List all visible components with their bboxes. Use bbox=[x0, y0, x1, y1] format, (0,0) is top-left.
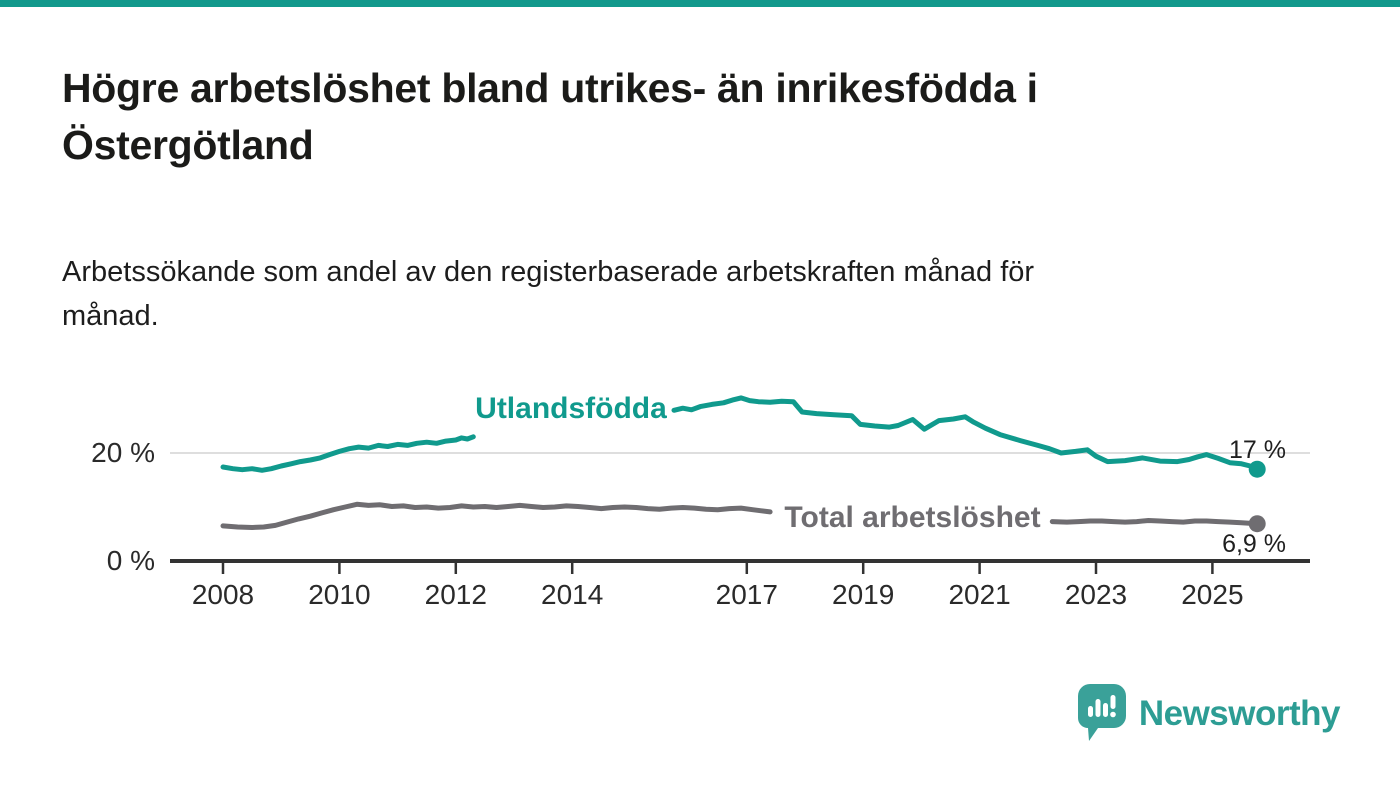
newsworthy-bubble-icon bbox=[1077, 684, 1126, 741]
x-tick-label: 2012 bbox=[424, 579, 487, 610]
x-tick-label: 2021 bbox=[948, 579, 1011, 610]
series-label-total-arbetsloshet: Total arbetslöshet bbox=[784, 501, 1041, 534]
series-end-dot bbox=[1248, 515, 1266, 533]
end-value-label-total: 6,9 % bbox=[1222, 530, 1286, 558]
y-tick-label: 20 % bbox=[91, 437, 155, 468]
x-tick-label: 2025 bbox=[1181, 579, 1244, 610]
title-line-2: Östergötland bbox=[62, 122, 314, 168]
x-tick-label: 2017 bbox=[715, 579, 778, 610]
x-tick-label: 2008 bbox=[191, 579, 255, 610]
subtitle-line-1: Arbetssökande som andel av den registerb… bbox=[62, 256, 1035, 288]
y-tick-label: 0 % bbox=[106, 545, 155, 576]
top-accent-bar bbox=[0, 0, 1400, 7]
newsworthy-wordmark: Newsworthy bbox=[1138, 694, 1341, 733]
x-tick-label: 2019 bbox=[832, 579, 895, 610]
series-end-dot bbox=[1248, 460, 1266, 478]
x-tick-label: 2023 bbox=[1064, 579, 1128, 610]
page-title: Högre arbetslöshet bland utrikes- än inr… bbox=[62, 60, 1282, 174]
series-label-utlandsfodda: Utlandsfödda bbox=[475, 392, 667, 425]
title-line-1: Högre arbetslöshet bland utrikes- än inr… bbox=[62, 65, 1038, 111]
chart-subtitle: Arbetssökande som andel av den registerb… bbox=[62, 250, 1282, 338]
end-value-label-utlandsfodda: 17 % bbox=[1229, 436, 1286, 464]
x-tick-label: 2014 bbox=[541, 579, 604, 610]
newsworthy-logo: Newsworthy bbox=[1077, 684, 1341, 744]
subtitle-line-2: månad. bbox=[62, 300, 159, 332]
x-tick-label: 2010 bbox=[308, 579, 371, 610]
